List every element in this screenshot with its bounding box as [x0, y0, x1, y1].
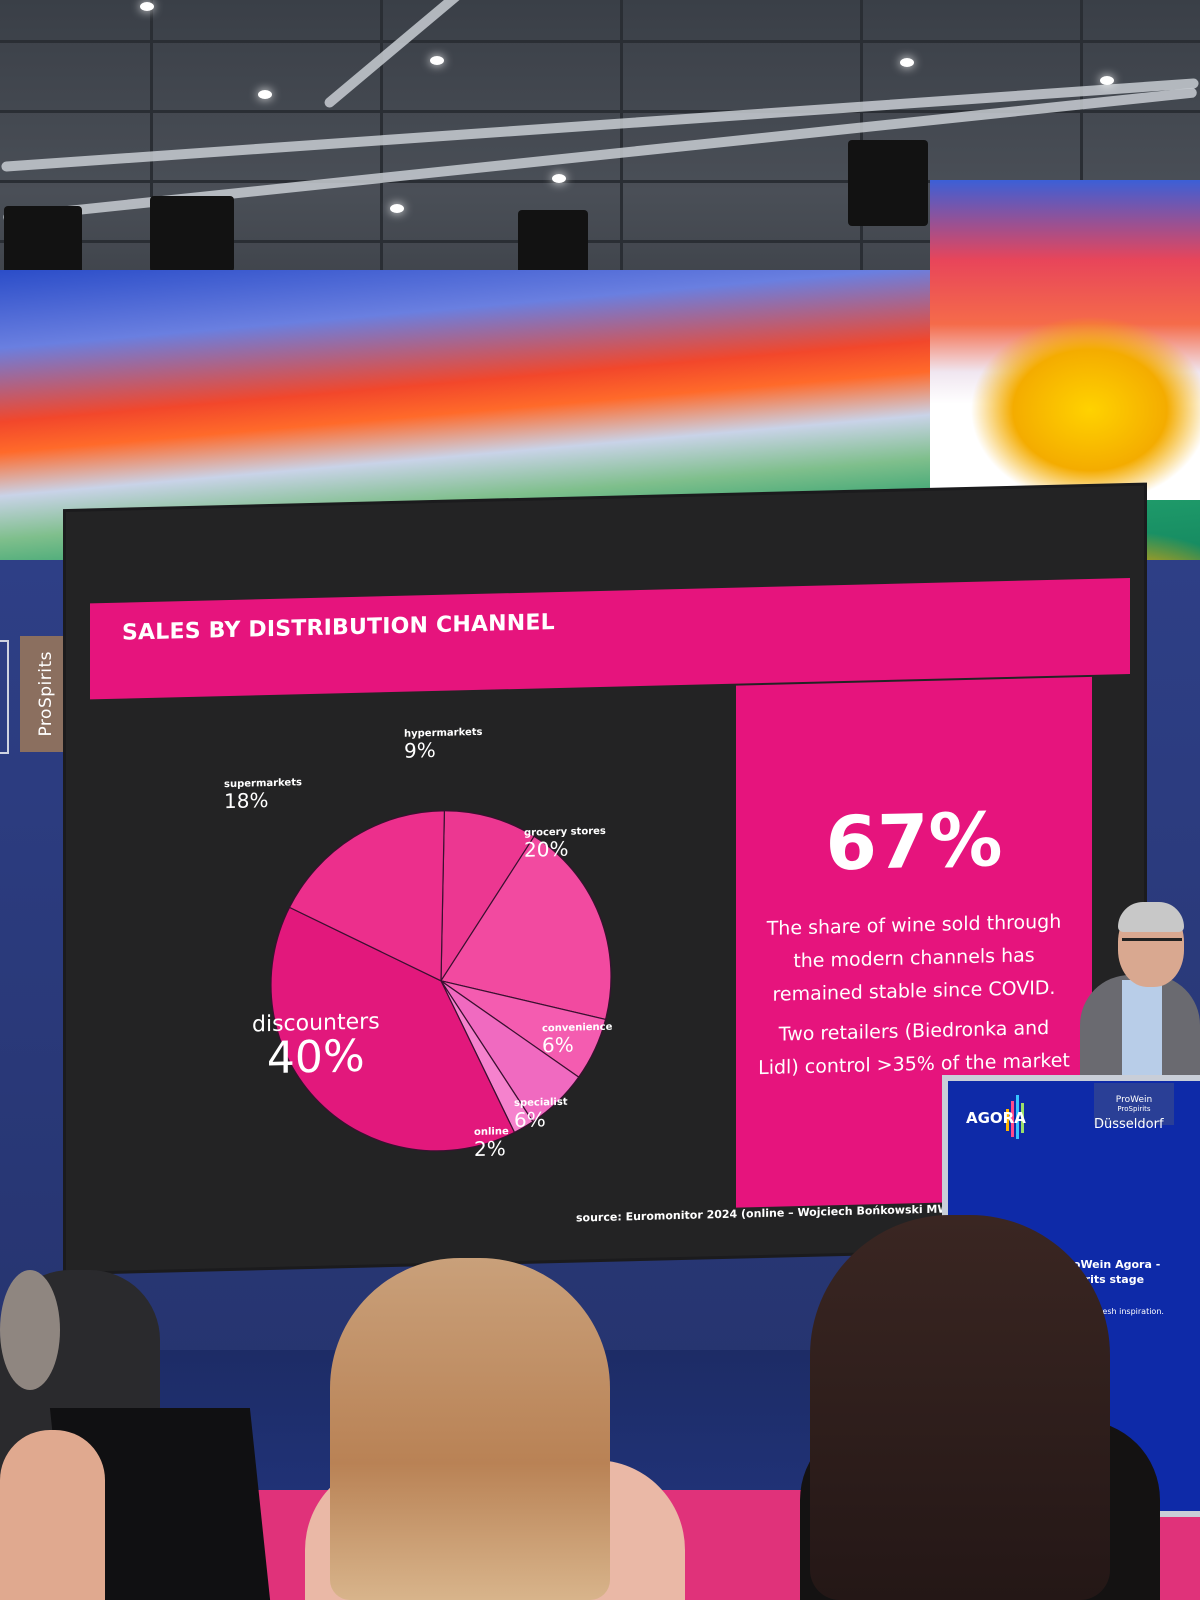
- pie-label-value: 6%: [514, 1106, 546, 1132]
- audience-member-right-hair: [810, 1215, 1110, 1600]
- prowein-badge-text: ProWein: [1115, 1095, 1153, 1105]
- stat-number: 67%: [825, 797, 1003, 888]
- pie-label-discounters: discounters 40%: [252, 1009, 380, 1085]
- prospirits-badge-text: ProSpirits: [1117, 1105, 1151, 1113]
- audience-member-left-head: [0, 1270, 60, 1390]
- logo-frame: [0, 640, 9, 754]
- pie-slice-supermarkets: [288, 810, 446, 982]
- prowein-badge: ProWein ProSpirits: [1094, 1083, 1174, 1125]
- pie-label-value: 2%: [474, 1135, 506, 1161]
- pie-label-hypermarkets: hypermarkets 9%: [404, 727, 483, 763]
- pie-slice-grocery-stores: [440, 835, 612, 1021]
- prowein-city: Düsseldorf: [1094, 1117, 1164, 1132]
- speaker-hair: [1118, 902, 1184, 932]
- pie-slice-discounters: [270, 906, 516, 1152]
- pie-label-value: 40%: [266, 1030, 365, 1085]
- pie-label-value: 18%: [224, 787, 269, 813]
- prospirits-logo: ProSpirits: [20, 636, 72, 752]
- speaker-shirt: [1122, 980, 1162, 1090]
- agora-logo-text: AGORA: [966, 1109, 1026, 1127]
- pie-label-specialist: specialist 6%: [514, 1097, 568, 1132]
- stat-description: The share of wine sold through the moder…: [766, 910, 1062, 1006]
- pie-label-online: online 2%: [474, 1126, 509, 1161]
- prospirits-logo-text: ProSpirits: [36, 651, 56, 737]
- agora-logo-icon: [1006, 1095, 1024, 1139]
- pie-label-grocery-stores: grocery stores 20%: [524, 826, 606, 862]
- pie-label-value: 6%: [542, 1032, 574, 1057]
- stage-backdrop-right: [930, 180, 1200, 500]
- pie-chart: [270, 810, 612, 1152]
- speaker-glasses: [1122, 938, 1182, 953]
- pie-label-convenience: convenience 6%: [542, 1022, 612, 1057]
- hand-with-pen: [0, 1430, 105, 1600]
- pie-slice-hypermarkets: [440, 810, 535, 983]
- pie-label-supermarkets: supermarkets 18%: [224, 777, 302, 813]
- audience-member-center-hair: [330, 1258, 610, 1600]
- presentation-screen: SALES BY DISTRIBUTION CHANNEL hypermarke…: [66, 485, 1144, 1272]
- pie-label-value: 20%: [524, 836, 569, 862]
- pie-label-value: 9%: [404, 737, 436, 763]
